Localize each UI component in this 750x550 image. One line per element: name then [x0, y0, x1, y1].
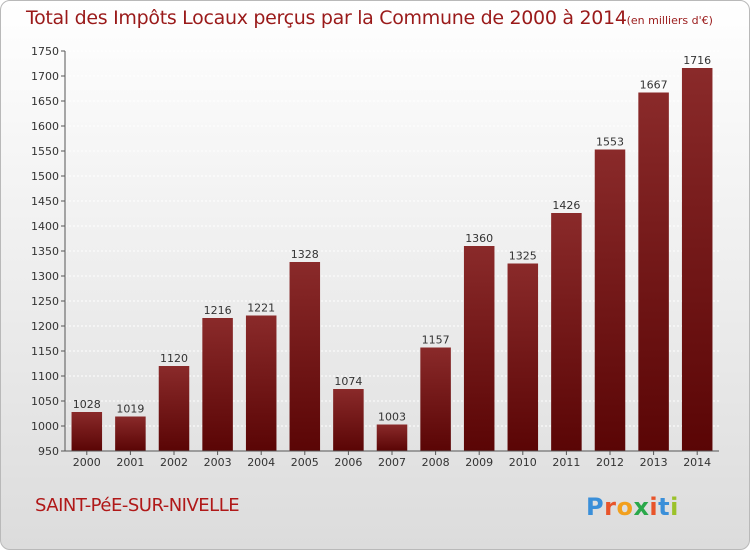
chart-title: Total des Impôts Locaux perçus par la Co…: [26, 7, 713, 29]
y-tick-label: 1150: [31, 345, 59, 358]
bar-2011: [551, 213, 582, 451]
y-tick-label: 1200: [31, 320, 59, 333]
x-tick-label: 2002: [160, 456, 188, 469]
logo-letter: x: [633, 493, 650, 521]
data-label: 1426: [552, 199, 580, 212]
bar-2006: [333, 389, 364, 451]
logo-letter: i: [670, 493, 679, 521]
x-tick-label: 2003: [204, 456, 232, 469]
subtitle-text: (en milliers d'€): [626, 14, 713, 27]
commune-name: SAINT-PéE-SUR-NIVELLE: [35, 495, 240, 516]
y-tick-label: 1550: [31, 145, 59, 158]
title-text: Total des Impôts Locaux perçus par la Co…: [26, 7, 627, 29]
data-label: 1716: [683, 54, 711, 67]
x-tick-label: 2000: [73, 456, 101, 469]
data-label: 1028: [73, 398, 101, 411]
x-axis: 2000 2001 2002 2003 2004 2005 2006 2007 2008 2009…: [65, 450, 719, 469]
x-tick-label: 2011: [552, 456, 580, 469]
bar-2007: [376, 424, 408, 451]
y-tick-label: 1050: [31, 395, 59, 408]
data-label: 1325: [509, 250, 537, 263]
bar-2009: [463, 246, 495, 451]
data-label: 1216: [204, 304, 232, 317]
bar-2000: [71, 412, 103, 451]
y-tick-label: 1600: [31, 120, 59, 133]
logo-letter: o: [616, 493, 634, 521]
data-labels: 1028 1019 1120 1216 1221 1328 1074 1003 1157 1360…: [73, 54, 711, 424]
y-axis: 950 1000 1050 1100 1150 1200 1250 1300 1350 1400 1…: [31, 45, 66, 458]
x-tick-label: 2012: [596, 456, 624, 469]
logo-letter: P: [586, 493, 605, 521]
y-tick-label: 1650: [31, 95, 59, 108]
y-tick-label: 950: [38, 445, 59, 458]
bar-2001: [115, 416, 146, 451]
bar-2002: [158, 366, 190, 451]
y-tick-label: 1250: [31, 295, 59, 308]
data-label: 1157: [422, 334, 450, 347]
bars: [71, 68, 713, 451]
data-label: 1074: [334, 375, 362, 388]
y-tick-label: 1700: [31, 70, 59, 83]
data-label: 1328: [291, 248, 319, 261]
bar-2004: [245, 315, 277, 451]
logo-letter: t: [658, 493, 671, 521]
x-tick-label: 2006: [334, 456, 362, 469]
x-tick-label: 2001: [116, 456, 144, 469]
data-label: 1360: [465, 232, 493, 245]
data-label: 1553: [596, 136, 624, 149]
data-label: 1003: [378, 411, 406, 424]
x-tick-label: 2005: [291, 456, 319, 469]
bar-2013: [638, 92, 669, 451]
logo-letter: i: [649, 493, 659, 521]
data-label: 1221: [247, 302, 275, 315]
logo-letter: r: [604, 493, 617, 521]
y-tick-label: 1500: [31, 170, 59, 183]
bar-2012: [594, 149, 626, 451]
x-tick-label: 2014: [683, 456, 711, 469]
y-tick-label: 1450: [31, 195, 59, 208]
data-label: 1667: [640, 79, 668, 92]
y-tick-label: 1000: [31, 420, 59, 433]
x-tick-label: 2004: [247, 456, 275, 469]
data-label: 1120: [160, 352, 188, 365]
y-tick-label: 1100: [31, 370, 59, 383]
y-tick-label: 1350: [31, 245, 59, 258]
bar-2008: [420, 347, 451, 451]
x-tick-label: 2009: [465, 456, 493, 469]
x-tick-label: 2010: [509, 456, 537, 469]
x-tick-label: 2008: [422, 456, 450, 469]
bar-2010: [507, 263, 539, 451]
x-tick-label: 2013: [640, 456, 668, 469]
proxiti-logo: Proxiti: [586, 493, 679, 521]
bar-2014: [681, 68, 713, 451]
x-tick-label: 2007: [378, 456, 406, 469]
data-label: 1019: [116, 403, 144, 416]
y-tick-label: 1300: [31, 270, 59, 283]
y-tick-label: 1400: [31, 220, 59, 233]
bar-2003: [202, 318, 233, 451]
bar-2005: [289, 262, 321, 451]
y-tick-label: 1750: [31, 45, 59, 58]
